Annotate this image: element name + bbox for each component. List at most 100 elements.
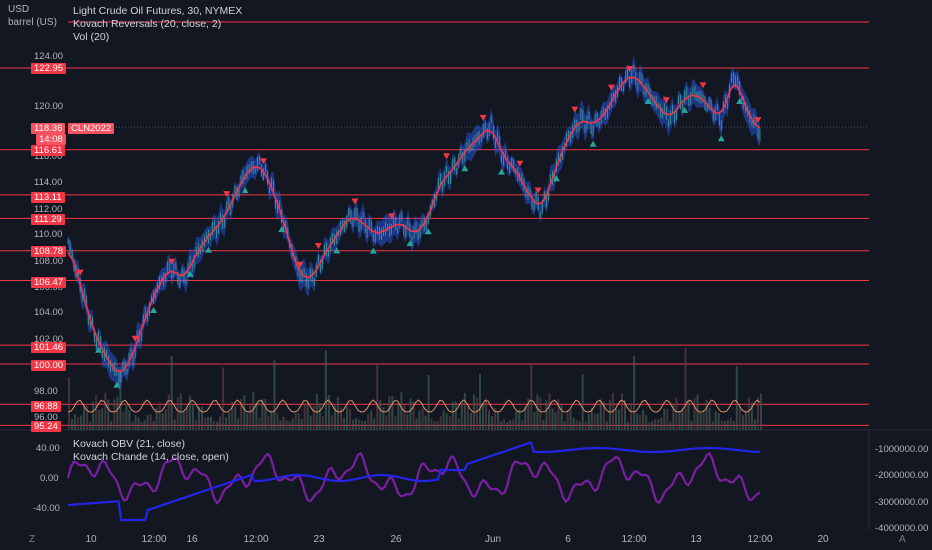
reversal-up-marker [369,247,377,254]
reversal-up-marker [278,226,286,233]
volume-bar [479,373,481,430]
symbol-title[interactable]: Light Crude Oil Futures, 30, NYMEX [73,5,243,17]
main-legend: Light Crude Oil Futures, 30, NYMEX Kovac… [73,5,242,44]
volume-bar [433,421,436,430]
volume-bar [279,420,282,430]
volume-bar [636,413,639,430]
volume-bar [536,394,539,430]
volume-bar [593,413,596,430]
indicator-kovach-reversals[interactable]: Kovach Reversals (20, close, 2) [73,18,222,30]
volume-bar [155,407,158,430]
volume-bar [738,406,741,430]
volume-bar [412,401,415,430]
y-tick: 108.00 [34,256,64,267]
auto-scale-icon[interactable]: A [899,534,906,545]
y-tick: 96.00 [34,412,58,423]
volume-bar [71,419,73,430]
volume-bar [327,395,330,430]
reversal-up-marker [552,175,560,182]
volume-bar [273,360,276,430]
volume-bar [735,366,738,430]
volume-bar [143,420,146,430]
volume-bar [297,413,300,430]
volume-bar [252,392,255,430]
volume-bar [358,419,361,430]
volume-bar [439,416,442,430]
volume-bar [696,394,699,430]
volume-bar [548,393,551,430]
volume-bar [346,406,348,430]
volume-bar [191,404,194,430]
volume-bar [708,407,711,430]
volume-bar [379,400,382,430]
volume-bar [400,392,403,430]
volume-bar [581,374,584,430]
x-tick: Jun [484,534,502,545]
volume-bar [421,407,424,430]
reversal-down-marker [607,84,615,91]
reversal-up-marker [95,346,103,353]
reversal-down-marker [662,97,670,104]
volume-bar [306,401,309,430]
volume-bar [225,417,228,430]
volume-bar [757,397,759,430]
volume-bar [584,421,587,430]
volume-bar [409,398,412,430]
lower-left-tick: 40.00 [36,443,60,454]
volume-bar [330,415,333,430]
volume-bar [747,397,750,430]
lower-right-tick: -1000000.00 [875,444,929,455]
volume-bar [469,412,472,430]
volume-bar [167,394,170,430]
indicator-volume[interactable]: Vol (20) [73,31,110,43]
volume-bar [406,414,409,430]
volume-bar [657,419,660,430]
volume-bar [726,420,729,430]
level-badge: 96.88 [31,401,61,412]
volume-bar [554,412,557,430]
volume-bar [173,419,176,430]
timezone-icon[interactable]: Z [29,534,36,545]
volume-bar [107,399,110,430]
volume-bar [503,419,506,430]
reversal-up-marker [186,270,194,277]
volume-bar [74,414,76,430]
price-line [67,76,761,373]
reversal-up-marker [589,140,597,147]
volume-bar [754,419,756,430]
volume-bar [137,417,140,430]
volume-bar [134,415,137,430]
y-tick: 120.00 [34,101,64,112]
lower-right-tick: -3000000.00 [875,497,929,508]
indicator-kovach-chande[interactable]: Kovach Chande (14, close, open) [73,451,229,463]
volume-bar [98,410,101,430]
volume-bar [633,355,636,430]
volume-bar [128,410,131,430]
reversal-markers [76,66,762,388]
y-tick: 104.00 [34,307,64,318]
volume-bar [642,409,645,430]
volume-bar [125,403,128,430]
volume-bar [397,402,400,430]
volume-bar [113,399,116,430]
level-badge: 108.78 [31,246,67,257]
volume-bar [237,418,240,430]
indicator-kovach-obv[interactable]: Kovach OBV (21, close) [73,438,186,450]
volume-bar [340,407,342,430]
y-tick: 116.00 [34,151,63,162]
reversal-up-marker [681,106,689,113]
volume-bar [699,411,702,430]
reversal-down-marker [351,198,359,205]
volume-bar [158,402,161,430]
volume-bar [705,399,708,430]
volume-bar [288,421,291,430]
currency-label: USD [8,4,30,15]
volume-bar [720,419,723,430]
reversal-down-marker [479,114,487,121]
volume-bar [521,420,524,430]
chande-line [66,451,761,505]
volume-bar [255,402,258,430]
volume-bar [760,393,762,430]
volume-bar [95,395,98,430]
